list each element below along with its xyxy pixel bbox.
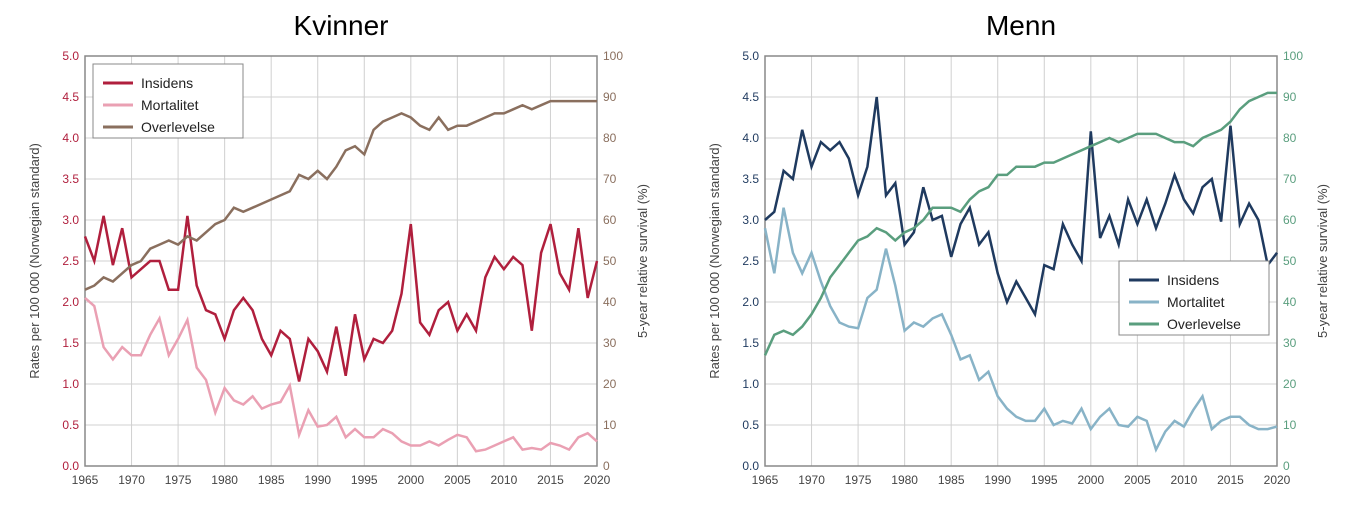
svg-text:Rates per 100 000 (Norwegian s: Rates per 100 000 (Norwegian standard)	[707, 143, 722, 379]
svg-text:1990: 1990	[304, 473, 331, 487]
chart-menn: 0.0 0.5 1.0 1.5 2.0 2.5 3.0 3.5 4.0 4.5 5.0 0 10 20 30…	[701, 46, 1341, 506]
svg-text:Rates per 100 000 (Norwegian s: Rates per 100 000 (Norwegian standard)	[27, 143, 42, 379]
svg-text:2005: 2005	[1124, 473, 1151, 487]
svg-text:90: 90	[1283, 90, 1297, 104]
panel-title-menn: Menn	[986, 10, 1056, 42]
svg-text:0.0: 0.0	[742, 459, 759, 473]
svg-text:1970: 1970	[798, 473, 825, 487]
svg-text:2.0: 2.0	[62, 295, 79, 309]
svg-text:5.0: 5.0	[742, 49, 759, 63]
svg-text:20: 20	[1283, 377, 1297, 391]
svg-text:1995: 1995	[351, 473, 378, 487]
svg-text:0.5: 0.5	[62, 418, 79, 432]
svg-text:0: 0	[603, 459, 610, 473]
svg-text:10: 10	[1283, 418, 1297, 432]
svg-text:4.0: 4.0	[62, 131, 79, 145]
svg-text:5.0: 5.0	[62, 49, 79, 63]
svg-text:Insidens: Insidens	[141, 75, 193, 91]
svg-text:100: 100	[1283, 49, 1303, 63]
svg-text:3.0: 3.0	[742, 213, 759, 227]
svg-text:2020: 2020	[1264, 473, 1291, 487]
svg-text:50: 50	[1283, 254, 1297, 268]
svg-text:3.5: 3.5	[742, 172, 759, 186]
svg-text:2010: 2010	[1171, 473, 1198, 487]
svg-text:4.5: 4.5	[742, 90, 759, 104]
svg-text:2.5: 2.5	[62, 254, 79, 268]
svg-text:2000: 2000	[1077, 473, 1104, 487]
svg-text:Mortalitet: Mortalitet	[1167, 294, 1225, 310]
svg-text:70: 70	[1283, 172, 1297, 186]
svg-text:Insidens: Insidens	[1167, 272, 1219, 288]
svg-text:1980: 1980	[211, 473, 238, 487]
svg-text:1.5: 1.5	[62, 336, 79, 350]
panel-menn: Menn 0.0 0.5 1.0 1.5 2.0 2.5 3.0 3.5 4.0 4.5 5.0 0 1…	[701, 10, 1341, 506]
svg-text:1970: 1970	[118, 473, 145, 487]
panel-kvinner: Kvinner 0.0 0.5 1.0 1.5 2.0 2.5 3.0 3.5 4.0 4.5 5.…	[21, 10, 661, 506]
svg-text:0: 0	[1283, 459, 1290, 473]
svg-text:Overlevelse: Overlevelse	[1167, 316, 1241, 332]
svg-text:2020: 2020	[584, 473, 611, 487]
svg-text:1975: 1975	[845, 473, 872, 487]
svg-text:2015: 2015	[1217, 473, 1244, 487]
svg-text:Overlevelse: Overlevelse	[141, 119, 215, 135]
svg-text:30: 30	[603, 336, 617, 350]
svg-text:50: 50	[603, 254, 617, 268]
svg-text:4.0: 4.0	[742, 131, 759, 145]
svg-text:0.0: 0.0	[62, 459, 79, 473]
svg-text:0.5: 0.5	[742, 418, 759, 432]
svg-text:80: 80	[1283, 131, 1297, 145]
svg-text:2005: 2005	[444, 473, 471, 487]
svg-text:3.5: 3.5	[62, 172, 79, 186]
svg-text:70: 70	[603, 172, 617, 186]
panel-title-kvinner: Kvinner	[294, 10, 389, 42]
svg-text:3.0: 3.0	[62, 213, 79, 227]
svg-text:30: 30	[1283, 336, 1297, 350]
svg-text:40: 40	[1283, 295, 1297, 309]
svg-text:20: 20	[603, 377, 617, 391]
svg-text:1985: 1985	[938, 473, 965, 487]
svg-text:90: 90	[603, 90, 617, 104]
svg-text:1995: 1995	[1031, 473, 1058, 487]
svg-text:1.5: 1.5	[742, 336, 759, 350]
svg-text:1965: 1965	[72, 473, 99, 487]
svg-text:2000: 2000	[397, 473, 424, 487]
svg-text:1980: 1980	[891, 473, 918, 487]
svg-text:80: 80	[603, 131, 617, 145]
svg-text:2.5: 2.5	[742, 254, 759, 268]
svg-text:40: 40	[603, 295, 617, 309]
svg-text:10: 10	[603, 418, 617, 432]
svg-text:60: 60	[603, 213, 617, 227]
svg-text:1990: 1990	[984, 473, 1011, 487]
svg-text:2010: 2010	[491, 473, 518, 487]
svg-text:2015: 2015	[537, 473, 564, 487]
svg-text:4.5: 4.5	[62, 90, 79, 104]
svg-text:100: 100	[603, 49, 623, 63]
chart-kvinner: 0.0 0.5 1.0 1.5 2.0 2.5 3.0 3.5 4.0 4.5 5.0 0 10 20 30…	[21, 46, 661, 506]
svg-text:1965: 1965	[752, 473, 779, 487]
svg-text:1975: 1975	[165, 473, 192, 487]
svg-text:1985: 1985	[258, 473, 285, 487]
svg-text:1.0: 1.0	[742, 377, 759, 391]
svg-text:Mortalitet: Mortalitet	[141, 97, 199, 113]
svg-text:60: 60	[1283, 213, 1297, 227]
svg-text:2.0: 2.0	[742, 295, 759, 309]
panels-container: Kvinner 0.0 0.5 1.0 1.5 2.0 2.5 3.0 3.5 4.0 4.5 5.…	[10, 10, 1352, 506]
svg-text:1.0: 1.0	[62, 377, 79, 391]
svg-text:5-year relative survival (%): 5-year relative survival (%)	[635, 184, 650, 338]
svg-text:5-year relative survival (%): 5-year relative survival (%)	[1315, 184, 1330, 338]
